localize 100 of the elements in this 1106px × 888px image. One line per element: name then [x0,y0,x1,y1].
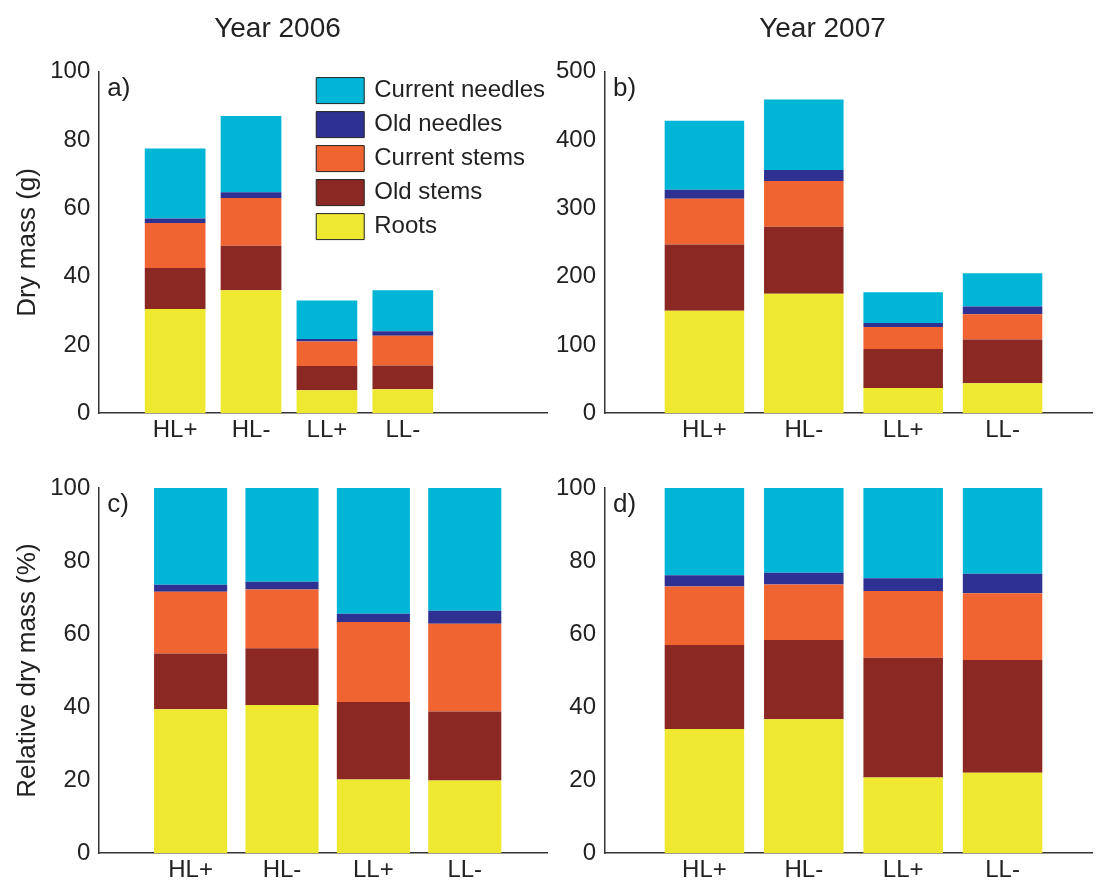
text: a) [107,71,131,102]
bar [296,366,358,391]
x-tick-label: HL- [784,415,824,443]
bar [962,660,1043,773]
y-axis-title: Dry mass (g) [10,168,41,317]
y-tick-label: 100 [50,56,91,84]
bar [372,365,434,390]
y-tick-label: 100 [556,329,597,357]
bar [962,306,1043,315]
bar [863,657,943,778]
bar [664,310,745,414]
bar [962,573,1043,594]
x-tick-label: LL+ [882,415,924,443]
bar [863,590,943,658]
bar [154,709,228,854]
bar [144,148,206,219]
bar [664,645,745,730]
x-tick-label: LL- [985,415,1020,443]
bar [336,622,410,703]
bar [372,331,434,336]
y-tick-label: 20 [569,764,597,792]
bar [962,772,1043,854]
y-tick-label: 100 [556,472,597,500]
bar [863,387,943,414]
legend-label: Old stems [374,177,483,205]
bar [664,488,745,576]
y-tick-label: 40 [63,691,91,719]
bar [764,226,844,294]
bar [220,245,282,291]
bar [863,578,943,591]
y-tick-label: 0 [582,397,597,425]
x-tick-label: HL+ [168,855,213,883]
bar [664,198,745,245]
x-tick-label: HL+ [682,855,727,883]
y-tick-label: 60 [63,618,91,646]
y-tick-label: 80 [63,545,91,573]
bar [764,99,844,170]
chart-title: Year 2006 [214,11,341,43]
bar [245,648,319,705]
bar [863,348,943,388]
bar [764,719,844,854]
bar [664,729,745,854]
bar [144,309,206,414]
bar [428,488,502,611]
x-tick-label: LL+ [306,415,348,443]
legend-label: Roots [374,211,437,239]
bar [144,222,206,269]
x-tick-label: HL+ [152,415,198,443]
bar [764,584,844,640]
bar [144,268,206,310]
bar [245,488,319,582]
bar [863,292,943,324]
y-tick-label: 200 [556,261,597,289]
y-tick-label: 40 [63,261,91,289]
y-tick-label: 20 [63,329,91,357]
legend-label: Current stems [374,143,525,171]
bar [962,488,1043,574]
y-tick-label: 300 [556,192,597,220]
bar [764,572,844,585]
bar [962,383,1043,414]
bar [336,488,410,614]
bar [154,584,228,592]
x-tick-label: HL+ [682,415,727,443]
bar [372,290,434,332]
bar [245,704,319,854]
y-tick-label: 60 [569,618,597,646]
bar [296,341,358,367]
bar [245,581,319,590]
bar [962,339,1043,384]
bar [664,575,745,587]
x-tick-label: LL- [985,855,1020,883]
bar [296,300,358,340]
y-tick-label: 20 [63,764,91,792]
y-axis-title: Relative dry mass (%) [10,543,41,798]
bar [764,639,844,720]
legend-label: Old needles [374,109,503,137]
bar [962,593,1043,661]
bar [144,218,206,223]
bar [154,488,228,585]
bar [245,589,319,649]
bar [863,327,943,349]
bar [336,779,410,854]
bar [428,780,502,854]
bar [962,314,1043,340]
legend-label: Current needles [374,75,545,103]
y-tick-label: 80 [569,545,597,573]
bar [863,488,943,579]
bar [664,586,745,646]
x-tick-label: LL+ [882,855,924,883]
bar [220,116,282,193]
x-tick-label: LL+ [353,855,394,883]
bar [372,335,434,366]
annotation: c) [107,488,129,519]
y-tick-label: 400 [556,124,597,152]
y-tick-label: 100 [50,472,91,500]
bar [220,192,282,198]
bar [296,390,358,414]
y-tick-label: 60 [63,192,91,220]
bar [764,488,844,573]
bar [764,293,844,414]
